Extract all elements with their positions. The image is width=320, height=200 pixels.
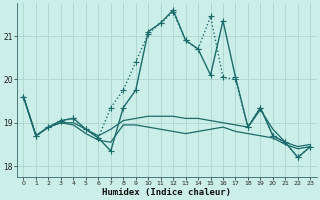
X-axis label: Humidex (Indice chaleur): Humidex (Indice chaleur) [102,188,231,197]
